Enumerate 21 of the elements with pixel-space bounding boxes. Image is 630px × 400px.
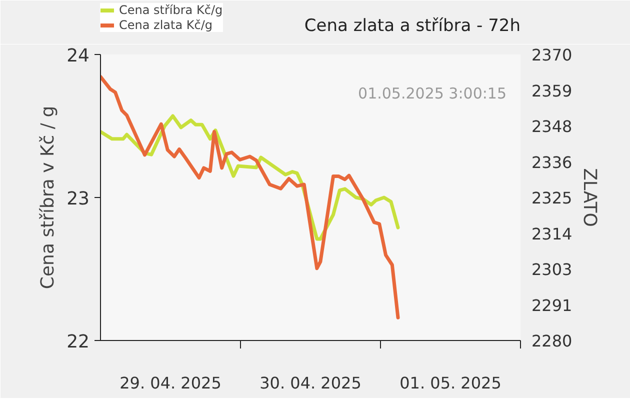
legend-label: Cena stříbra Kč/g	[119, 3, 223, 17]
y2-tick-label: 2359	[532, 81, 572, 100]
y-tick-label: 24	[66, 46, 90, 66]
x-tick-label: 29. 04. 2025	[120, 374, 222, 392]
y-tick-label: 22	[66, 332, 90, 352]
x-tick-label: 01. 05. 2025	[400, 374, 502, 392]
annotation: 01.05.2025 3:00:15	[358, 84, 507, 102]
y2-tick-label: 2303	[532, 260, 572, 279]
y2-tick-label: 2280	[532, 332, 572, 350]
y2-tick-label: 2291	[532, 296, 572, 315]
chart-title: Cena zlata a stříbra - 72h	[304, 16, 520, 36]
x-tick-label: 30. 04. 2025	[260, 374, 362, 392]
y2-tick-label: 2336	[532, 152, 572, 172]
y-axis-title: Cena stříbra v Kč / g	[38, 106, 59, 290]
y-tick-label: 23	[66, 188, 90, 210]
legend-label: Cena zlata Kč/g	[119, 18, 213, 32]
y2-tick-label: 2348	[532, 117, 572, 136]
y2-axis-title: ZLATO	[579, 168, 600, 227]
y2-tick-label: 2314	[532, 224, 572, 244]
y2-tick-label: 2370	[532, 46, 572, 64]
y2-tick-label: 2325	[532, 188, 572, 208]
